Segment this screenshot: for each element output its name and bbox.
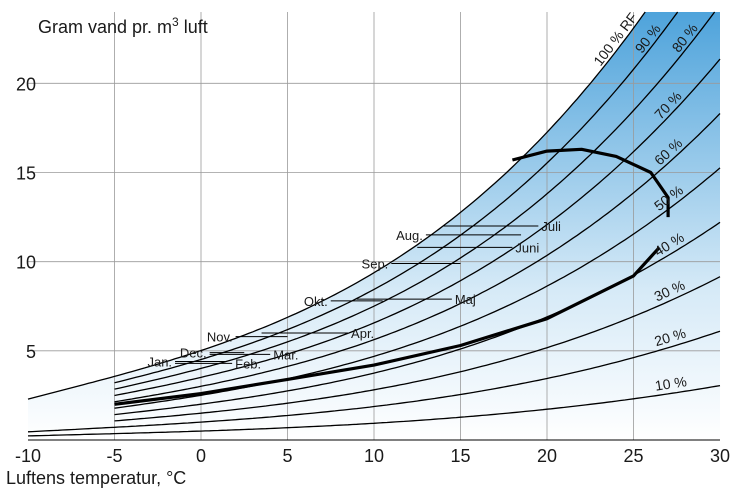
- month-label: Okt.: [304, 294, 328, 309]
- rh-label-10: 10 %: [654, 373, 688, 394]
- month-label: Dec.: [180, 346, 207, 361]
- month-label: Aug.: [396, 228, 423, 243]
- data-lines: [114, 147, 670, 406]
- rh-curve-100: [27, 11, 646, 400]
- month-label: Mar.: [273, 347, 298, 362]
- rh-curve-20: [27, 330, 721, 433]
- month-label: Apr.: [351, 326, 374, 341]
- outdoor-humidity-curve: [114, 246, 661, 406]
- rh-curve-80: [114, 11, 716, 390]
- y-axis-title-sup: 3: [172, 15, 179, 29]
- x-tick-label: 25: [623, 446, 643, 466]
- rh-curve-30: [114, 276, 721, 422]
- rh-curve-90: [114, 11, 679, 384]
- month-label: Juli: [541, 219, 561, 234]
- x-axis-title: Luftens temperatur, °C: [6, 468, 186, 488]
- rh-curve-10: [27, 384, 721, 437]
- x-tick-label: 30: [710, 446, 730, 466]
- x-tick-label: 20: [537, 446, 557, 466]
- month-label: Maj: [455, 292, 476, 307]
- y-axis-title-main: Gram vand pr. m: [38, 17, 172, 37]
- rh-curve-70: [114, 58, 721, 397]
- month-label: Feb.: [235, 356, 261, 371]
- y-tick-label: 15: [16, 164, 36, 184]
- x-tick-label: 10: [364, 446, 384, 466]
- month-label: Juni: [515, 240, 539, 255]
- month-label: Sep.: [362, 256, 389, 271]
- x-tick-label: 5: [282, 446, 292, 466]
- y-axis-title-rest: luft: [179, 17, 208, 37]
- y-tick-label: 10: [16, 253, 36, 273]
- y-tick-label: 5: [26, 342, 36, 362]
- rh-curve-60: [114, 113, 721, 403]
- y-tick-label: 20: [16, 74, 36, 94]
- x-tick-label: 0: [196, 446, 206, 466]
- y-axis-title: Gram vand pr. m3 luft: [38, 15, 208, 37]
- month-label: Nov.: [207, 330, 233, 345]
- summer-humidity-arc: [512, 147, 670, 218]
- x-tick-label: 15: [450, 446, 470, 466]
- month-label: Jan.: [147, 355, 172, 370]
- x-tick-label: -10: [15, 446, 41, 466]
- x-tick-label: -5: [106, 446, 122, 466]
